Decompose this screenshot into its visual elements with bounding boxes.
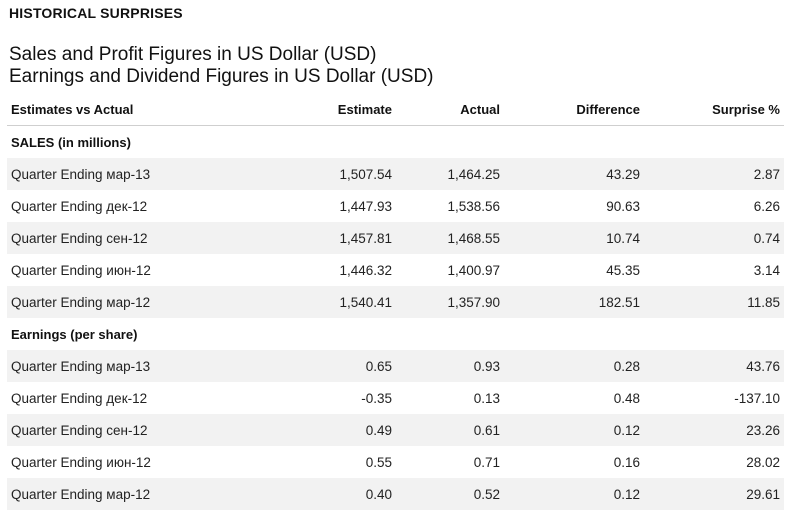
surprise-cell: 11.85 xyxy=(644,286,784,318)
estimate-cell: 1,457.81 xyxy=(230,222,396,254)
group-row-sales: SALES (in millions) xyxy=(7,126,784,159)
period-cell: Quarter Ending мар-12 xyxy=(7,286,230,318)
table-row: Quarter Ending мар-13 0.65 0.93 0.28 43.… xyxy=(7,350,784,382)
period-cell: Quarter Ending дек-12 xyxy=(11,390,148,406)
surprise-cell: -137.10 xyxy=(734,390,780,406)
actual-cell: 1,464.25 xyxy=(396,158,504,190)
period-cell: Quarter Ending сен-12 xyxy=(7,222,230,254)
estimate-cell: 1,447.93 xyxy=(339,198,392,214)
actual-cell: 0.13 xyxy=(473,390,500,406)
period-cell: Quarter Ending мар-13 xyxy=(7,350,230,382)
table-row: Quarter Ending мар-12 0.40 0.52 0.12 29.… xyxy=(7,478,784,510)
earnings-currency-note: Earnings and Dividend Figures in US Doll… xyxy=(9,66,434,87)
table-row: Quarter Ending дек-12 1,447.93 1,538.56 … xyxy=(7,190,784,222)
difference-cell: 0.12 xyxy=(504,414,644,446)
column-header-estimates-vs-actual: Estimates vs Actual xyxy=(7,93,230,126)
surprise-cell: 23.26 xyxy=(644,414,784,446)
difference-cell: 43.29 xyxy=(504,158,644,190)
surprise-cell: 2.87 xyxy=(644,158,784,190)
difference-cell: 0.16 xyxy=(613,454,640,470)
actual-cell: 1,400.97 xyxy=(447,262,500,278)
surprise-cell: 43.76 xyxy=(644,350,784,382)
table-row: Quarter Ending сен-12 0.49 0.61 0.12 23.… xyxy=(7,414,784,446)
actual-cell: 0.93 xyxy=(396,350,504,382)
period-cell: Quarter Ending июн-12 xyxy=(11,262,151,278)
period-cell: Quarter Ending дек-12 xyxy=(11,198,148,214)
group-label: Earnings (per share) xyxy=(11,326,138,342)
table-row: Quarter Ending мар-13 1,507.54 1,464.25 … xyxy=(7,158,784,190)
difference-cell: 45.35 xyxy=(606,262,640,278)
column-header-difference: Difference xyxy=(504,93,644,126)
actual-cell: 0.61 xyxy=(396,414,504,446)
group-row-earnings: Earnings (per share) xyxy=(7,318,784,350)
period-cell: Quarter Ending сен-12 xyxy=(7,414,230,446)
table-header-row: Estimates vs Actual Estimate Actual Diff… xyxy=(7,93,784,126)
estimate-cell: 1,540.41 xyxy=(230,286,396,318)
column-header-estimate: Estimate xyxy=(230,93,396,126)
difference-cell: 90.63 xyxy=(606,198,640,214)
surprise-cell: 28.02 xyxy=(746,454,780,470)
group-label: SALES (in millions) xyxy=(11,134,131,150)
surprise-cell: 3.14 xyxy=(753,262,780,278)
difference-cell: 0.28 xyxy=(504,350,644,382)
sales-currency-note: Sales and Profit Figures in US Dollar (U… xyxy=(9,44,377,65)
table-row: Quarter Ending мар-12 1,540.41 1,357.90 … xyxy=(7,286,784,318)
column-header-actual: Actual xyxy=(396,93,504,126)
estimate-cell: 0.65 xyxy=(230,350,396,382)
period-cell: Quarter Ending мар-13 xyxy=(7,158,230,190)
estimate-cell: -0.35 xyxy=(361,390,392,406)
section-title: HISTORICAL SURPRISES xyxy=(9,5,183,21)
actual-cell: 0.71 xyxy=(473,454,500,470)
estimate-cell: 0.55 xyxy=(365,454,392,470)
currency-notes: Sales and Profit Figures in US Dollar (U… xyxy=(9,44,434,88)
actual-cell: 1,538.56 xyxy=(447,198,500,214)
surprise-cell: 6.26 xyxy=(753,198,780,214)
surprise-cell: 29.61 xyxy=(644,478,784,510)
difference-cell: 10.74 xyxy=(504,222,644,254)
estimate-cell: 0.49 xyxy=(230,414,396,446)
estimate-cell: 1,446.32 xyxy=(339,262,392,278)
actual-cell: 0.52 xyxy=(396,478,504,510)
difference-cell: 0.12 xyxy=(504,478,644,510)
historical-surprises-table: Estimates vs Actual Estimate Actual Diff… xyxy=(7,93,784,510)
estimate-cell: 1,507.54 xyxy=(230,158,396,190)
period-cell: Quarter Ending мар-12 xyxy=(7,478,230,510)
actual-cell: 1,468.55 xyxy=(396,222,504,254)
column-header-surprise-percent: Surprise % xyxy=(644,93,784,126)
table-row: Quarter Ending сен-12 1,457.81 1,468.55 … xyxy=(7,222,784,254)
surprise-cell: 0.74 xyxy=(644,222,784,254)
table-row: Quarter Ending июн-12 1,446.32 1,400.97 … xyxy=(7,254,784,286)
estimate-cell: 0.40 xyxy=(230,478,396,510)
table-row: Quarter Ending дек-12 -0.35 0.13 0.48 -1… xyxy=(7,382,784,414)
difference-cell: 182.51 xyxy=(504,286,644,318)
period-cell: Quarter Ending июн-12 xyxy=(11,454,151,470)
table-row: Quarter Ending июн-12 0.55 0.71 0.16 28.… xyxy=(7,446,784,478)
actual-cell: 1,357.90 xyxy=(396,286,504,318)
difference-cell: 0.48 xyxy=(613,390,640,406)
